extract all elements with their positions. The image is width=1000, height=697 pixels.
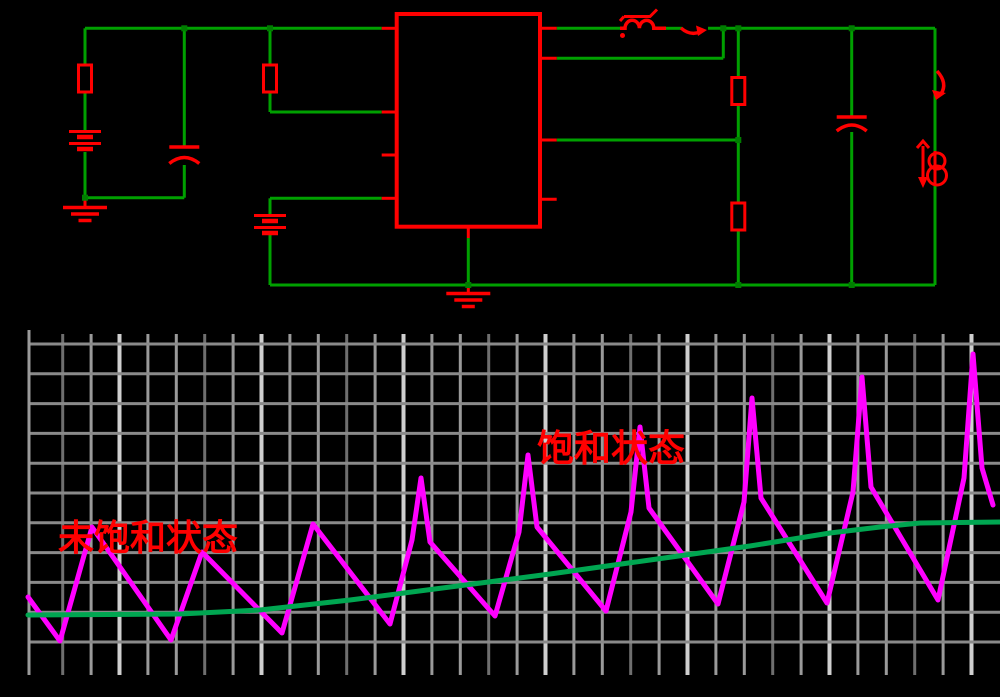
junction-dot [735,25,742,32]
junction-dot [82,194,88,201]
average-current-trace [25,519,1000,618]
resistor-symbol [730,76,747,106]
junction-dot [181,25,188,32]
current-source-feather [915,138,931,149]
junction-dot [720,25,727,32]
load-current-arrow [935,69,946,95]
junction-dot [848,282,855,288]
resistor-symbol [77,63,93,94]
inductor-polarity-dot [620,33,625,38]
junction-dot [465,282,472,288]
resistor-symbol [262,63,278,94]
load-current-arrowhead [932,90,946,100]
capacitor-curved-plate [835,123,868,133]
inductor-current-trace [25,351,996,644]
regulator-ic-box [394,12,543,229]
resistor-symbol [730,201,747,232]
junction-dot [267,25,273,32]
current-flow-arrowhead [696,25,707,36]
current-source-arrowhead [918,177,928,188]
junction-dot [848,25,855,32]
junction-dot [735,282,742,288]
current-source-circle [927,151,947,171]
inductor-coil [620,18,666,31]
label-saturated-state: 饱和状态 [537,427,685,470]
current-source-circle [926,164,948,187]
junction-dot [735,137,742,143]
label-unsaturated-state: 未饱和状态 [58,518,239,559]
capacitor-curved-plate [168,155,201,165]
inductor-core-mark [618,8,659,22]
